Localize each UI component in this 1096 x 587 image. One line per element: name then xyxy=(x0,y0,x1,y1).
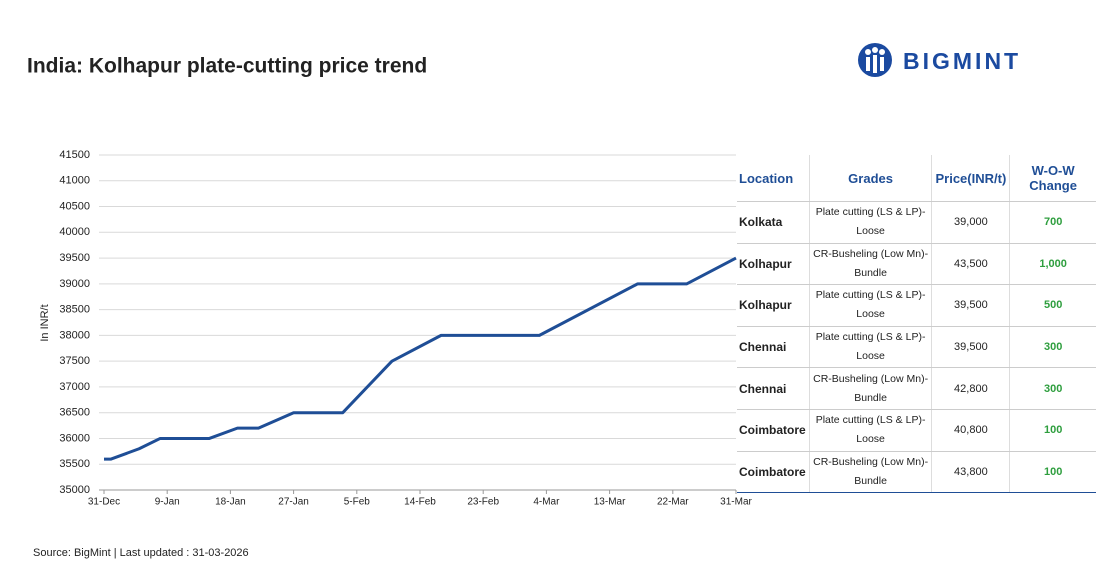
table-row: Kolhapur Plate cutting (LS & LP)-Loose 39,… xyxy=(737,284,1096,327)
table-cell: Kolhapur xyxy=(737,284,810,327)
table-cell: 39,500 xyxy=(931,326,1011,369)
table-row: Coimbatore Plate cutting (LS & LP)-Loose 4… xyxy=(737,409,1096,452)
y-axis-label: In INR/t xyxy=(39,304,51,341)
table-row: Kolkata Plate cutting (LS & LP)-Loose 39,0… xyxy=(737,201,1096,244)
x-tick-label: 31-Dec xyxy=(88,497,120,508)
x-tick-label: 23-Feb xyxy=(467,497,499,508)
x-tick-label: 27-Jan xyxy=(278,497,309,508)
table-cell: Coimbatore xyxy=(737,451,810,494)
table-cell: 100 xyxy=(1009,451,1096,494)
x-tick-label: 5-Feb xyxy=(344,497,371,508)
table-cell: Plate cutting (LS & LP)-Loose xyxy=(809,409,933,452)
header-cell: Grades xyxy=(809,155,933,202)
y-tick-label: 41500 xyxy=(59,149,90,161)
x-tick-label: 4-Mar xyxy=(533,497,560,508)
logo-text: BIGMINT xyxy=(903,48,1021,74)
y-tick-label: 35500 xyxy=(59,458,90,470)
table-cell: 43,800 xyxy=(931,451,1011,494)
y-tick-label: 39000 xyxy=(59,278,90,290)
table-cell: 100 xyxy=(1009,409,1096,452)
table-cell: CR-Busheling (Low Mn)-Bundle xyxy=(809,451,933,494)
table-cell: CR-Busheling (Low Mn)-Bundle xyxy=(809,243,933,286)
price-line xyxy=(104,256,737,461)
table-cell: 43,500 xyxy=(931,243,1011,286)
y-tick-label: 35000 xyxy=(59,484,90,496)
header-cell: W-O-W Change xyxy=(1009,155,1096,202)
y-tick-label: 37000 xyxy=(59,381,90,393)
y-tick-label: 39500 xyxy=(59,252,90,264)
y-tick-label: 38500 xyxy=(59,304,90,316)
y-tick-label: 38000 xyxy=(59,329,90,341)
table-row: Coimbatore CR-Busheling (Low Mn)-Bundle 43… xyxy=(737,451,1096,494)
y-tick-label: 37500 xyxy=(59,355,90,367)
x-tick-label: 9-Jan xyxy=(155,497,180,508)
table-cell: 700 xyxy=(1009,201,1096,244)
table-row: Chennai CR-Busheling (Low Mn)-Bundle 42,80… xyxy=(737,367,1096,410)
y-tick-label: 36000 xyxy=(59,432,90,444)
table-cell: 1,000 xyxy=(1009,243,1096,286)
table-cell: 500 xyxy=(1009,284,1096,327)
table-row: Kolhapur CR-Busheling (Low Mn)-Bundle 43,5… xyxy=(737,243,1096,286)
table-cell: 39,000 xyxy=(931,201,1011,244)
y-tick-label: 40000 xyxy=(59,226,90,238)
table-cell: CR-Busheling (Low Mn)-Bundle xyxy=(809,367,933,410)
table-cell: Plate cutting (LS & LP)-Loose xyxy=(809,326,933,369)
y-tick-label: 40500 xyxy=(59,200,90,212)
table-cell: Kolhapur xyxy=(737,243,810,286)
table-cell: 42,800 xyxy=(931,367,1011,410)
table-cell: Chennai xyxy=(737,326,810,369)
footer: Source: BigMint | Last updated : 31-03-2… xyxy=(33,547,249,559)
y-tick-label: 41000 xyxy=(59,175,90,187)
x-tick-label: 13-Mar xyxy=(594,497,626,508)
table-cell: Chennai xyxy=(737,367,810,410)
table-cell: Kolkata xyxy=(737,201,810,244)
header-cell: Price(INR/t) xyxy=(931,155,1011,202)
table-cell: Plate cutting (LS & LP)-Loose xyxy=(809,284,933,327)
logo-icon xyxy=(858,43,892,77)
x-tick-label: 14-Feb xyxy=(404,497,436,508)
table-cell: 300 xyxy=(1009,367,1096,410)
chart-title: India: Kolhapur plate-cutting price tren… xyxy=(27,55,427,78)
header-cell: Location xyxy=(737,155,810,202)
table-cell: Plate cutting (LS & LP)-Loose xyxy=(809,201,933,244)
y-tick-label: 36500 xyxy=(59,407,90,419)
table-cell: Coimbatore xyxy=(737,409,810,452)
x-tick-label: 18-Jan xyxy=(215,497,246,508)
table-row: Chennai Plate cutting (LS & LP)-Loose 39,5… xyxy=(737,326,1096,369)
table-cell: 40,800 xyxy=(931,409,1011,452)
table-cell: 39,500 xyxy=(931,284,1011,327)
header-row: Location Grades Price(INR/t) W-O-W Change xyxy=(737,155,1096,202)
x-tick-label: 31-Mar xyxy=(720,497,752,508)
price-table: Location Grades Price(INR/t) W-O-W Change Ko… xyxy=(737,155,1096,494)
table-cell: 300 xyxy=(1009,326,1096,369)
x-tick-label: 22-Mar xyxy=(657,497,689,508)
